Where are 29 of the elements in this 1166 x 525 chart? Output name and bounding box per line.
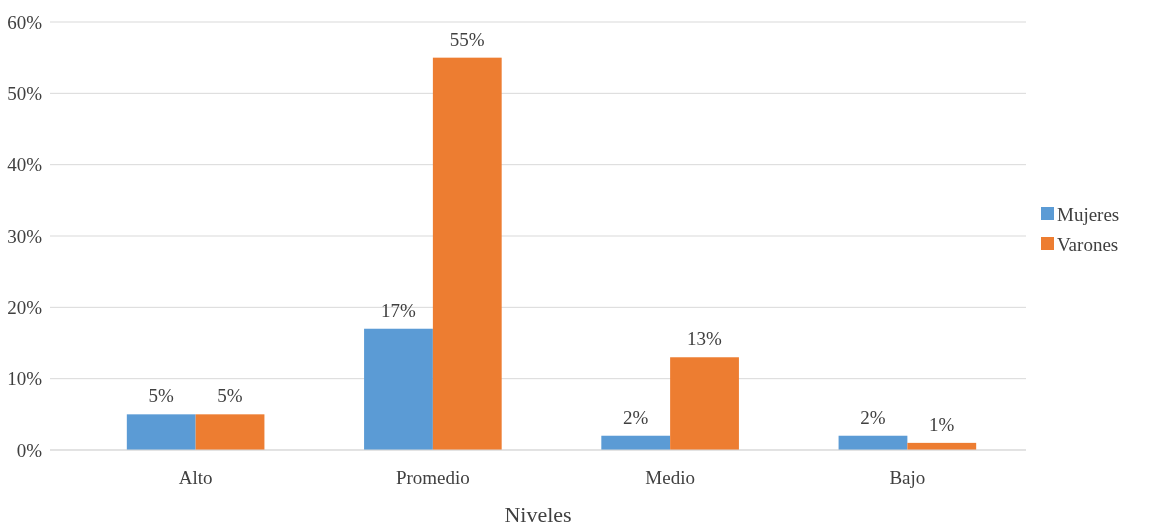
y-tick-label: 40% (7, 154, 43, 176)
bar (838, 435, 908, 450)
legend-label: Varones (1057, 233, 1119, 255)
x-axis-title: Niveles (504, 502, 572, 525)
y-tick-label: 50% (7, 82, 43, 104)
data-label: 5% (148, 385, 175, 407)
bar (364, 328, 433, 450)
data-label: 2% (623, 406, 649, 428)
bar (126, 414, 196, 450)
y-tick-label: 0% (16, 439, 43, 461)
data-label: 55% (449, 28, 485, 50)
y-tick-label: 10% (7, 368, 43, 390)
y-tick-label: 30% (7, 225, 43, 247)
data-label: 1% (929, 413, 955, 435)
legend-label: Mujeres (1057, 203, 1120, 225)
x-tick-label: Promedio (395, 467, 470, 488)
data-label: 13% (687, 328, 723, 350)
data-label: 5% (217, 385, 243, 407)
y-tick-label: 60% (7, 11, 43, 33)
bar (670, 357, 739, 450)
bar (432, 57, 502, 450)
x-tick-label: Medio (645, 467, 695, 488)
y-tick-label: 20% (7, 296, 43, 318)
bar (195, 414, 265, 450)
x-tick-label: Bajo (889, 467, 926, 488)
x-tick-label: Alto (178, 467, 213, 488)
data-label: 2% (860, 406, 886, 428)
bar (601, 435, 671, 450)
data-label: 17% (381, 299, 417, 321)
